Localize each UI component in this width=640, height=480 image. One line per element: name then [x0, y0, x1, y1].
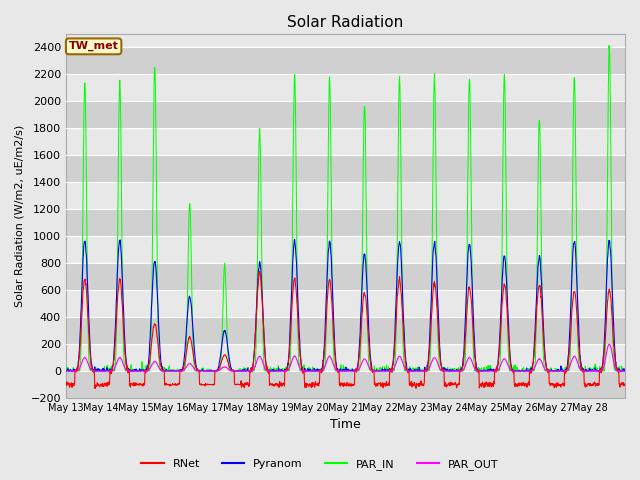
PAR_OUT — [559, 368, 567, 374]
Pyranom — [321, 333, 329, 338]
Pyranom — [614, 368, 622, 374]
RNet — [150, 324, 157, 330]
RNet — [92, 385, 99, 391]
RNet — [332, 359, 339, 364]
Legend: RNet, Pyranom, PAR_IN, PAR_OUT: RNet, Pyranom, PAR_IN, PAR_OUT — [137, 455, 503, 474]
Bar — [66, 344, 625, 371]
Bar — [66, 156, 625, 182]
RNet — [478, 382, 486, 387]
Line: RNet: RNet — [66, 272, 625, 388]
Bar — [66, 101, 625, 128]
Bar — [66, 236, 625, 263]
Pyranom — [560, 368, 568, 373]
Bar — [66, 48, 625, 74]
PAR_OUT — [321, 365, 328, 371]
Pyranom — [63, 368, 70, 374]
Bar — [66, 263, 625, 290]
PAR_OUT — [605, 341, 613, 347]
Pyranom — [332, 352, 339, 358]
Pyranom — [621, 366, 629, 372]
PAR_OUT — [150, 359, 157, 365]
Line: PAR_OUT: PAR_OUT — [66, 344, 625, 371]
Line: PAR_IN: PAR_IN — [66, 46, 625, 371]
RNet — [614, 370, 622, 375]
Title: Solar Radiation: Solar Radiation — [287, 15, 404, 30]
Bar — [66, 182, 625, 209]
PAR_OUT — [62, 368, 70, 374]
Pyranom — [291, 237, 298, 242]
X-axis label: Time: Time — [330, 419, 361, 432]
PAR_OUT — [621, 368, 629, 374]
Pyranom — [62, 368, 70, 373]
PAR_IN — [63, 368, 70, 374]
PAR_IN — [614, 367, 622, 372]
PAR_IN — [150, 111, 157, 117]
PAR_IN — [62, 367, 70, 373]
Line: Pyranom: Pyranom — [66, 240, 625, 371]
RNet — [62, 381, 70, 387]
Bar — [66, 209, 625, 236]
Text: TW_met: TW_met — [68, 41, 118, 51]
PAR_OUT — [63, 368, 70, 374]
Bar — [66, 371, 625, 398]
PAR_IN — [321, 366, 328, 372]
RNet — [621, 381, 629, 387]
PAR_IN — [605, 43, 613, 48]
Bar — [66, 74, 625, 101]
RNet — [321, 344, 329, 349]
Pyranom — [478, 368, 486, 374]
PAR_IN — [559, 368, 567, 374]
Y-axis label: Solar Radiation (W/m2, uE/m2/s): Solar Radiation (W/m2, uE/m2/s) — [15, 125, 25, 307]
RNet — [560, 381, 568, 387]
Bar — [66, 290, 625, 317]
RNet — [256, 269, 264, 275]
PAR_OUT — [477, 368, 485, 374]
PAR_IN — [332, 365, 339, 371]
PAR_IN — [477, 365, 485, 371]
PAR_OUT — [332, 366, 339, 372]
Pyranom — [150, 264, 157, 269]
PAR_IN — [621, 368, 629, 374]
Bar — [66, 317, 625, 344]
Bar — [66, 128, 625, 156]
PAR_OUT — [614, 368, 622, 374]
